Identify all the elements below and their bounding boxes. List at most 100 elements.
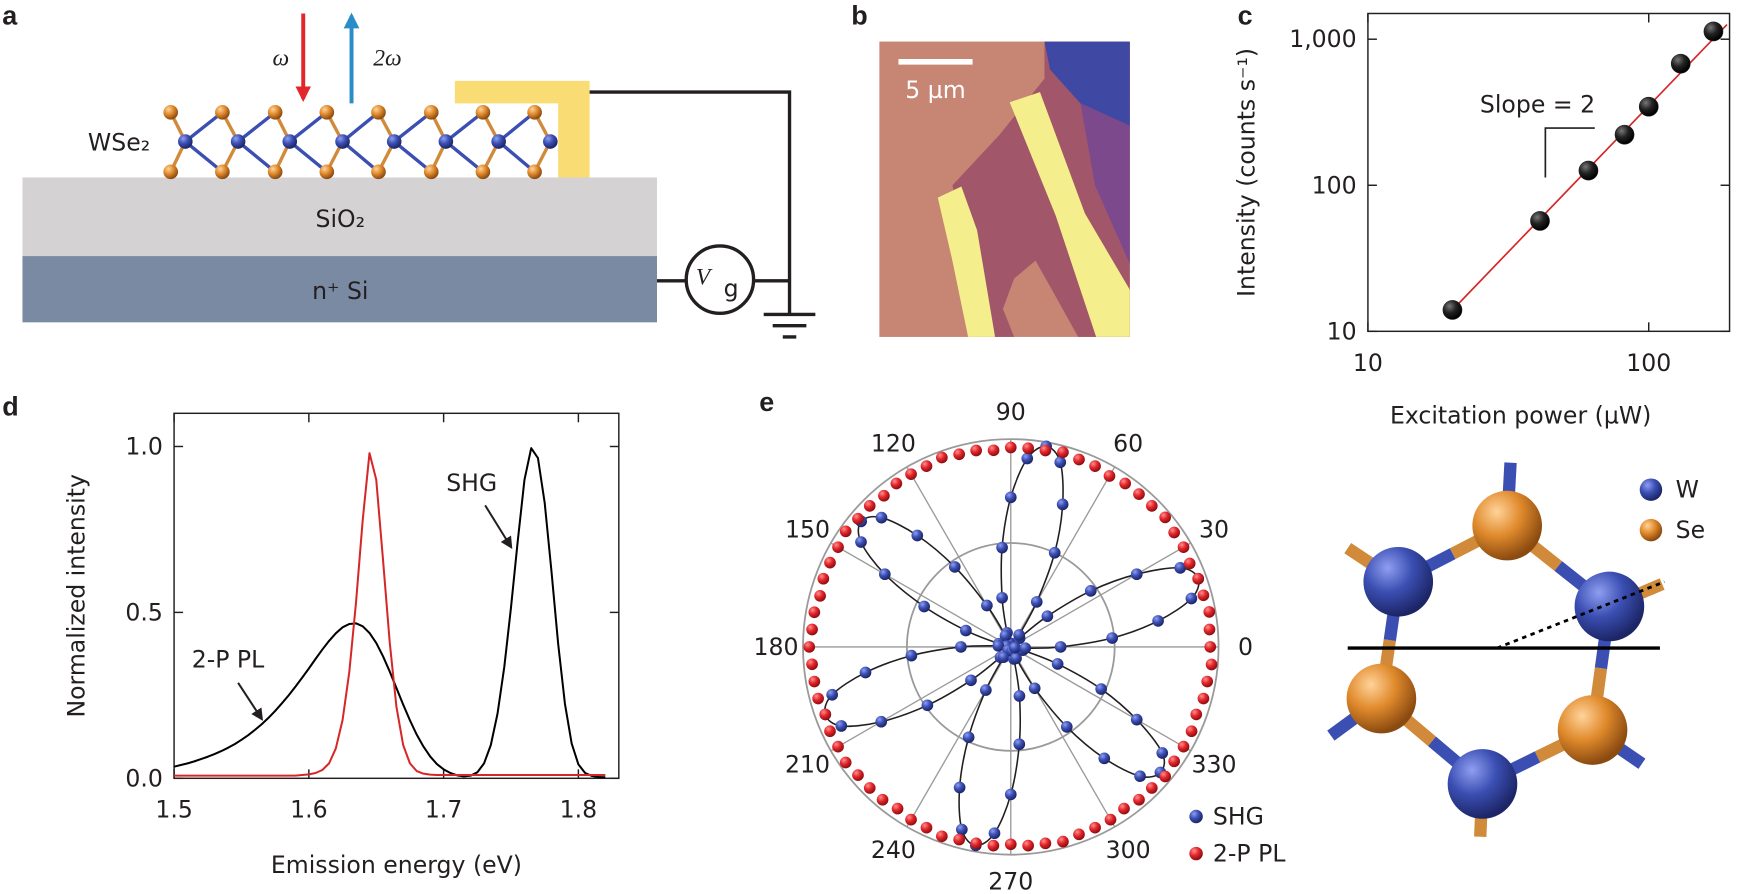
data-point: [1019, 642, 1032, 655]
micrograph: 5 µm: [879, 41, 1130, 337]
bond: [237, 110, 277, 143]
data-point: [1073, 828, 1085, 841]
data-point: [1205, 658, 1218, 671]
x-axis-label: Emission energy (eV): [271, 851, 522, 879]
se-atom: [319, 105, 335, 120]
se-atom: [475, 105, 491, 120]
data-point: [1089, 460, 1101, 472]
w-atom: [543, 134, 558, 149]
data-point: [936, 451, 948, 464]
data-point: [918, 600, 930, 613]
data-point: [965, 674, 977, 687]
data-point: [817, 572, 830, 585]
data-point: [824, 725, 836, 738]
angle-label: 90: [996, 398, 1026, 426]
data-point: [1004, 441, 1017, 454]
data-point: [1159, 770, 1172, 783]
data-point: [921, 699, 934, 712]
data-point: [1578, 160, 1599, 181]
angle-label: 330: [1192, 750, 1237, 778]
silicon-layer: [22, 256, 658, 323]
se-atom: [215, 105, 230, 120]
omega-label: ω: [272, 45, 289, 71]
data-point: [1039, 837, 1052, 850]
data-point: [1174, 562, 1187, 574]
data-point: [875, 715, 888, 728]
x-tick-label: 1.7: [425, 796, 463, 824]
data-point: [1106, 632, 1119, 644]
circuit-wire: [589, 90, 816, 339]
se-atom: [267, 164, 283, 180]
two-omega-label: 2ω: [373, 45, 401, 71]
data-point: [1197, 589, 1210, 602]
data-point: [1021, 452, 1034, 465]
data-point: [1156, 747, 1169, 759]
w-atom: [386, 134, 402, 149]
bond: [341, 140, 380, 174]
data-point: [806, 658, 818, 671]
se-atom: [475, 164, 491, 180]
x-tick-label: 1.5: [155, 796, 193, 824]
panel-label: c: [1238, 1, 1253, 31]
angle-label: 120: [871, 430, 916, 458]
bond: [497, 111, 536, 143]
se-atom: [163, 105, 179, 120]
data-point: [1089, 821, 1101, 834]
radial-grid: [802, 438, 1220, 856]
se-atom: [319, 164, 335, 180]
data-point: [1130, 713, 1143, 726]
data-point: [920, 460, 933, 472]
legend-swatch: [1639, 478, 1663, 501]
angle-label: 210: [785, 750, 830, 778]
annotation-arrow: [237, 682, 264, 721]
electrode: [1009, 92, 1130, 337]
bond: [497, 140, 536, 174]
se-atom: [527, 105, 542, 120]
data-point: [960, 624, 972, 637]
annotation: Slope = 2: [1480, 90, 1595, 118]
angle-label: 60: [1113, 430, 1143, 458]
se-atom: [423, 164, 439, 180]
gate-source: [684, 244, 756, 316]
bond: [341, 111, 380, 143]
flake-region: [1080, 103, 1130, 264]
x-tick-label: 100: [1626, 349, 1671, 377]
angle-label: 180: [754, 633, 799, 661]
y-tick-label: 10: [1327, 317, 1357, 345]
data-point: [839, 756, 852, 769]
data-point: [970, 837, 982, 850]
lattice: [163, 105, 558, 180]
data-point: [835, 720, 848, 732]
data-point: [1703, 21, 1724, 42]
electrode: [937, 186, 996, 337]
data-point: [1204, 641, 1217, 653]
legend-swatch: [1639, 518, 1663, 542]
data-point: [1013, 738, 1026, 751]
data-point: [1168, 755, 1181, 768]
data-point: [890, 477, 903, 490]
x-axis-label: Excitation power (µW): [1390, 402, 1651, 430]
data-point: [1119, 477, 1132, 490]
data-point: [855, 536, 867, 548]
oxide-layer: [22, 177, 658, 257]
data-point: [876, 793, 889, 806]
data-point: [891, 802, 904, 815]
bond: [288, 140, 328, 174]
data-point: [1185, 725, 1198, 738]
gate-symbol: V: [696, 264, 713, 290]
y-tick-label: 0.5: [125, 598, 163, 626]
panel-label: e: [759, 387, 774, 417]
x-tick-label: 1.8: [560, 796, 598, 824]
data-point: [1084, 585, 1097, 597]
bond: [288, 110, 328, 143]
se-atom: [371, 164, 386, 180]
data-point: [832, 541, 844, 554]
data-point: [1177, 740, 1190, 753]
data-point: [1152, 615, 1164, 627]
data-point: [996, 541, 1008, 554]
annotation-arrow: [484, 504, 513, 550]
legend-label: W: [1676, 476, 1699, 504]
data-point: [1098, 752, 1111, 765]
radial-grid: [905, 542, 1116, 752]
data-point: [1145, 500, 1158, 512]
